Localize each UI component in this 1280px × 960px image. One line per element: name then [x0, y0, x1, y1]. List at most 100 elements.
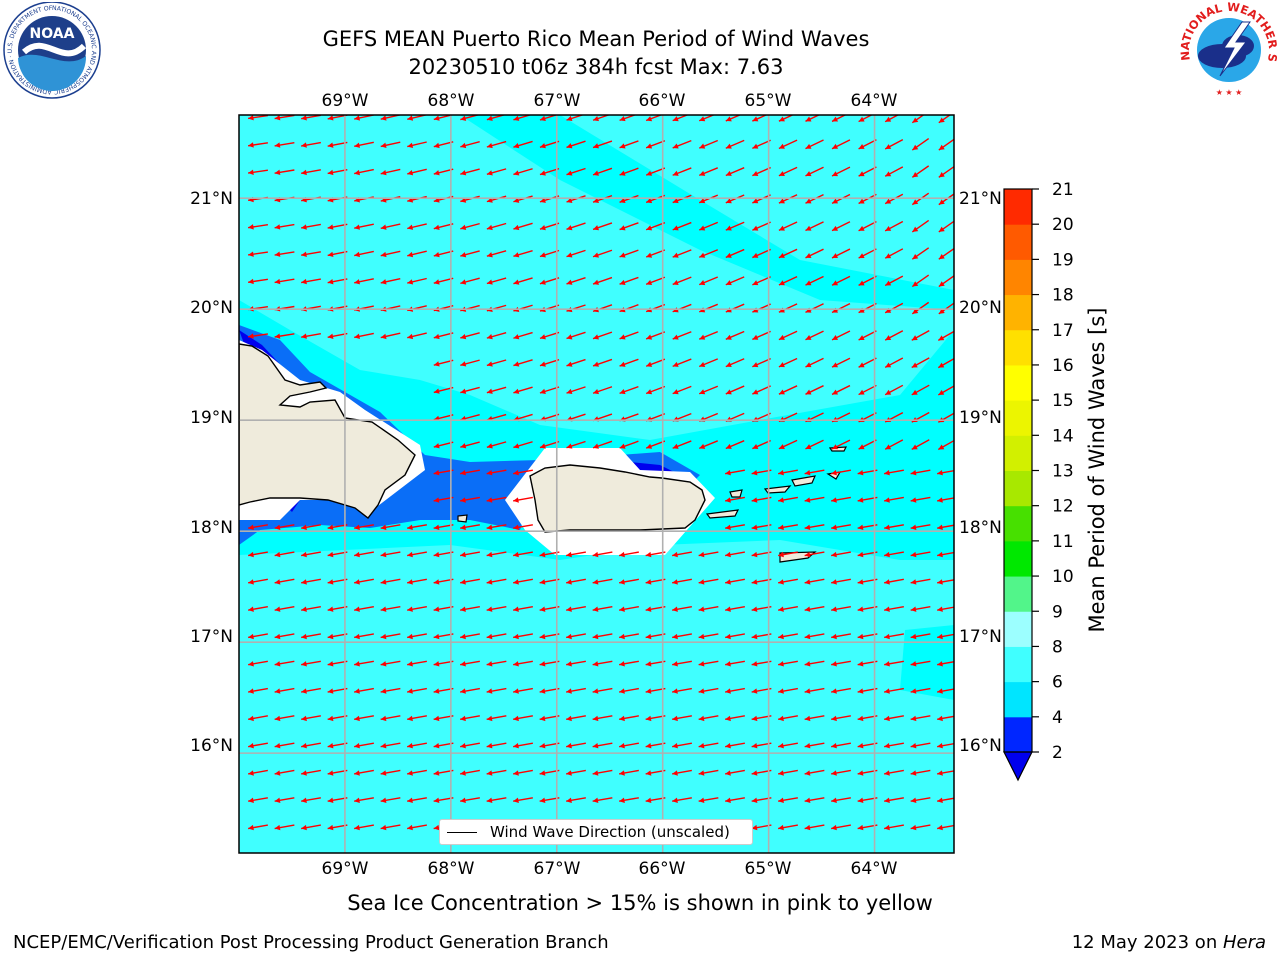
wave-direction-arrow: [301, 551, 321, 558]
wave-direction-arrow: [407, 687, 427, 694]
wave-direction-arrow: [513, 715, 533, 722]
wave-direction-arrow: [301, 578, 321, 585]
colorbar-bin: [1004, 540, 1032, 577]
wave-direction-arrow: [460, 742, 480, 749]
wave-direction-arrow: [380, 168, 401, 176]
wave-direction-arrow: [804, 524, 825, 530]
colorbar-bin: [1004, 576, 1032, 612]
colorbar-title: Mean Period of Wind Waves [s]: [1085, 307, 1109, 633]
wave-direction-arrow: [831, 384, 851, 396]
wave-direction-arrow: [725, 524, 745, 530]
wave-direction-arrow: [910, 633, 931, 640]
wave-direction-arrow: [301, 169, 321, 176]
wave-direction-arrow: [248, 278, 268, 285]
wave-direction-arrow: [858, 115, 873, 123]
wave-direction-arrow: [248, 224, 268, 230]
sea-ice-caption: Sea Ice Concentration > 15% is shown in …: [347, 891, 933, 915]
wave-direction-arrow: [698, 687, 719, 694]
wave-direction-arrow: [831, 330, 851, 341]
wave-direction-arrow: [274, 142, 295, 148]
wave-direction-arrow: [725, 221, 745, 231]
wave-direction-arrow: [486, 386, 507, 394]
colorbar-tick-label: 8: [1052, 637, 1063, 657]
wave-direction-arrow: [698, 330, 719, 340]
wave-direction-arrow: [805, 385, 824, 395]
wave-direction-arrow: [486, 277, 507, 285]
wave-direction-arrow: [407, 715, 427, 722]
wave-direction-arrow: [672, 440, 692, 449]
wave-direction-arrow: [698, 551, 719, 558]
wave-direction-arrow: [672, 115, 690, 122]
wave-direction-arrow: [778, 551, 798, 558]
wave-direction-arrow: [380, 141, 401, 148]
lon-label-top: 67°W: [534, 91, 581, 111]
wave-direction-arrow: [858, 248, 877, 259]
wave-direction-arrow: [884, 166, 904, 177]
wave-direction-arrow: [831, 115, 847, 123]
wave-direction-arrow: [645, 358, 666, 367]
wave-direction-arrow: [592, 331, 613, 340]
wave-direction-arrow: [672, 249, 692, 258]
wave-direction-arrow: [592, 687, 613, 694]
wave-direction-arrow: [460, 222, 480, 231]
wave-direction-arrow: [884, 275, 904, 287]
wave-direction-arrow: [354, 769, 374, 776]
colorbar-tick-label: 13: [1052, 462, 1074, 482]
land-st-thomas: [763, 485, 792, 494]
colorbar-tick-label: 17: [1052, 321, 1074, 341]
wave-direction-arrow: [486, 578, 507, 585]
wave-direction-arrow: [858, 439, 877, 450]
wave-direction-arrow: [354, 633, 374, 640]
wave-direction-arrow: [698, 715, 719, 722]
wave-direction-arrow: [672, 769, 692, 776]
colorbar-tick-label: 15: [1052, 391, 1074, 411]
wave-direction-arrow: [698, 797, 719, 803]
wave-direction-arrow: [805, 303, 824, 314]
wave-direction-arrow: [725, 248, 745, 259]
wave-direction-arrow: [884, 769, 904, 776]
wave-direction-arrow: [433, 168, 454, 176]
colorbar: 2 4 6 8 9 10 11 12 13 14 15 16 17 18 19 20 21: [1003, 180, 1074, 782]
colorbar-bin: [1004, 505, 1032, 542]
wave-direction-arrow: [831, 303, 851, 314]
wave-direction-arrow: [301, 115, 321, 121]
wave-direction-arrow: [911, 439, 930, 451]
wave-direction-arrow: [513, 386, 533, 394]
wave-direction-arrow: [274, 824, 295, 831]
wave-direction-arrow: [619, 331, 639, 340]
wave-direction-arrow: [619, 358, 639, 367]
wave-direction-arrow: [274, 769, 295, 776]
wave-direction-arrow: [248, 551, 268, 558]
wave-direction-arrow: [858, 357, 877, 368]
wave-direction-arrow: [831, 742, 851, 749]
colorbar-tick-label: 11: [1052, 532, 1074, 552]
wave-direction-arrow: [804, 715, 825, 722]
land-mona: [457, 514, 468, 523]
wave-direction-arrow: [645, 167, 666, 176]
lat-label-left: 20°N: [190, 298, 233, 318]
wave-direction-arrow: [248, 687, 268, 694]
wave-direction-arrow: [725, 385, 745, 395]
wave-direction-arrow: [592, 715, 613, 722]
footer-date: 12 May 2023 on Hera: [1072, 932, 1266, 953]
wave-direction-arrow: [592, 797, 613, 803]
colorbar-tick-label: 12: [1052, 497, 1074, 517]
wave-direction-arrow: [513, 441, 533, 449]
wave-direction-arrow: [433, 250, 454, 258]
wave-direction-arrow: [698, 221, 719, 231]
wave-direction-arrow: [274, 660, 295, 667]
wave-direction-arrow: [592, 769, 613, 776]
lon-label-top: 65°W: [745, 91, 792, 111]
lon-label-top: 69°W: [322, 91, 369, 111]
wave-direction-arrow: [380, 769, 401, 776]
lat-label-left: 17°N: [190, 627, 233, 647]
wave-direction-arrow: [831, 139, 851, 150]
wave-direction-arrow: [566, 578, 586, 585]
wave-direction-arrow: [592, 551, 613, 558]
wave-direction-arrow: [831, 524, 851, 530]
wave-direction-arrow: [672, 276, 692, 286]
wave-direction-arrow: [327, 551, 348, 558]
wave-direction-arrow: [566, 605, 586, 612]
wave-direction-arrow: [752, 139, 771, 149]
lat-label-right: 19°N: [959, 408, 1002, 428]
